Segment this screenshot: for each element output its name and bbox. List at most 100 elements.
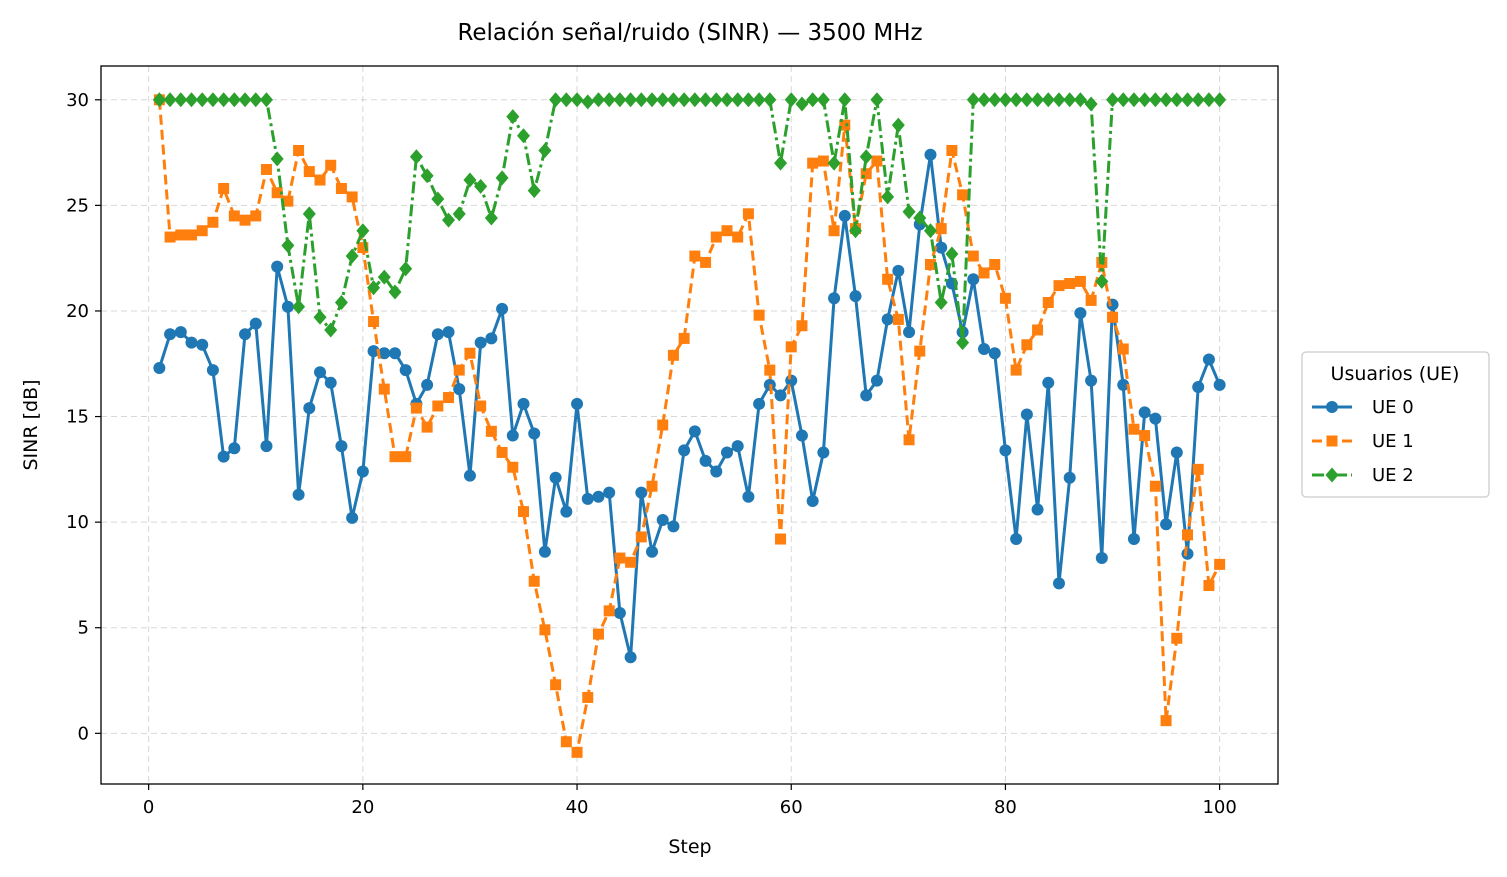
- data-point: [720, 92, 734, 108]
- data-point: [453, 383, 466, 396]
- data-point: [260, 163, 272, 175]
- data-point: [741, 92, 755, 108]
- data-point: [249, 92, 263, 108]
- data-point: [174, 92, 188, 108]
- y-tick-label: 0: [78, 723, 89, 744]
- data-point: [206, 364, 219, 377]
- data-point: [591, 92, 605, 108]
- data-point: [334, 295, 348, 311]
- data-point: [1074, 307, 1087, 320]
- data-point: [400, 451, 412, 463]
- data-point: [1117, 343, 1129, 355]
- x-tick-label: 0: [143, 797, 154, 818]
- data-point: [528, 575, 540, 587]
- data-point: [399, 261, 413, 277]
- x-tick-label: 60: [780, 797, 803, 818]
- data-point: [721, 225, 733, 237]
- data-point: [549, 92, 563, 108]
- data-point: [550, 679, 562, 691]
- data-point: [538, 142, 552, 158]
- data-point: [560, 505, 573, 518]
- data-point: [1170, 446, 1183, 459]
- data-point: [560, 736, 572, 748]
- data-point: [646, 480, 658, 492]
- data-point: [957, 189, 969, 201]
- legend-label: UE 0: [1372, 397, 1414, 418]
- data-point: [581, 492, 594, 505]
- data-point: [966, 92, 980, 108]
- data-point: [1159, 92, 1173, 108]
- data-point: [271, 260, 284, 273]
- data-point: [239, 328, 252, 341]
- data-point: [325, 159, 337, 171]
- y-tick-label: 25: [66, 195, 89, 216]
- data-point: [902, 204, 916, 220]
- legend-title: Usuarios (UE): [1331, 363, 1460, 385]
- y-tick-label: 30: [66, 90, 89, 111]
- data-point: [860, 168, 872, 180]
- data-point: [667, 349, 679, 361]
- data-point: [271, 187, 283, 199]
- data-point: [474, 336, 487, 349]
- data-point: [1031, 92, 1045, 108]
- data-point: [485, 332, 498, 345]
- data-point: [378, 347, 391, 360]
- data-point: [816, 92, 830, 108]
- data-point: [249, 317, 262, 330]
- data-point: [196, 225, 208, 237]
- data-point: [634, 92, 648, 108]
- data-point: [378, 383, 390, 395]
- data-point: [164, 328, 177, 341]
- data-point: [1052, 92, 1066, 108]
- data-point: [539, 624, 551, 636]
- data-point: [827, 155, 841, 171]
- data-point: [463, 172, 477, 188]
- data-point: [1032, 324, 1044, 336]
- data-point: [421, 378, 434, 391]
- data-point: [1095, 552, 1108, 565]
- data-point: [1020, 408, 1033, 421]
- data-point: [870, 92, 884, 108]
- data-point: [1031, 503, 1044, 516]
- data-point: [421, 421, 433, 433]
- data-point: [475, 400, 487, 412]
- data-point: [538, 545, 551, 558]
- x-tick-label: 40: [566, 797, 589, 818]
- data-point: [924, 148, 937, 161]
- series-layer: [152, 92, 1227, 758]
- x-tick-label: 80: [994, 797, 1017, 818]
- legend-label: UE 1: [1372, 431, 1414, 452]
- data-point: [764, 364, 776, 376]
- data-point: [367, 280, 381, 296]
- data-point: [881, 313, 894, 326]
- series-ue-2: [152, 92, 1227, 351]
- data-point: [839, 119, 851, 131]
- data-point: [496, 446, 508, 458]
- data-point: [657, 419, 669, 431]
- data-point: [346, 511, 359, 524]
- data-point: [571, 746, 583, 758]
- data-point: [399, 364, 412, 377]
- data-point: [1149, 412, 1162, 425]
- legend-swatch-marker: [1326, 401, 1338, 413]
- data-point: [1084, 96, 1098, 112]
- data-point: [592, 490, 605, 503]
- y-tick-label: 20: [66, 301, 89, 322]
- data-point: [1138, 92, 1152, 108]
- data-point: [742, 490, 755, 503]
- data-point: [998, 92, 1012, 108]
- data-point: [207, 216, 219, 228]
- legend-entry: UE 2: [1312, 465, 1414, 486]
- data-point: [443, 392, 455, 404]
- plot-frame: [100, 65, 1279, 785]
- data-point: [314, 174, 326, 186]
- data-point: [1213, 378, 1226, 391]
- data-point: [935, 241, 948, 254]
- data-point: [710, 465, 723, 478]
- data-point: [688, 425, 701, 438]
- data-point: [452, 206, 466, 222]
- data-point: [817, 155, 829, 167]
- data-point: [1181, 92, 1195, 108]
- data-point: [1063, 471, 1076, 484]
- data-point: [870, 374, 883, 387]
